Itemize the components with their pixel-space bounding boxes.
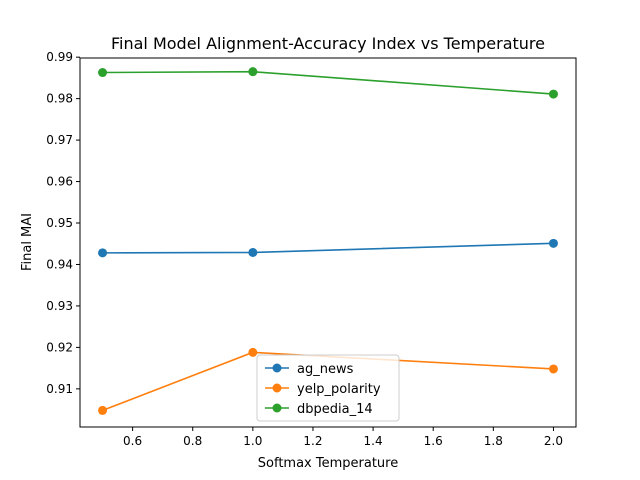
y-axis-label: Final MAI xyxy=(20,213,35,271)
y-tick-label: 0.97 xyxy=(46,133,73,147)
y-tick-label: 0.93 xyxy=(46,299,73,313)
x-tick-label: 1.2 xyxy=(303,434,322,448)
legend-box xyxy=(256,354,400,422)
chart-title: Final Model Alignment-Accuracy Index vs … xyxy=(111,34,545,53)
data-point-dbpedia_14 xyxy=(98,68,108,78)
legend-label-dbpedia_14: dbpedia_14 xyxy=(297,402,373,417)
data-point-ag_news xyxy=(98,248,108,258)
x-tick-label: 1.0 xyxy=(243,434,262,448)
y-tick-label: 0.92 xyxy=(46,340,73,354)
data-point-ag_news xyxy=(548,238,558,248)
y-tick-label: 0.94 xyxy=(46,257,73,271)
y-tick-label: 0.96 xyxy=(46,175,73,189)
legend-marker-ag_news xyxy=(272,363,282,373)
x-tick-label: 0.8 xyxy=(183,434,202,448)
y-tick-label: 0.95 xyxy=(46,216,73,230)
legend-marker-yelp_polarity xyxy=(272,383,282,393)
data-point-dbpedia_14 xyxy=(548,89,558,99)
legend-label-ag_news: ag_news xyxy=(297,362,354,377)
y-tick-label: 0.98 xyxy=(46,92,73,106)
x-axis: 0.6 0.8 1.0 1.2 1.4 1.6 1.8 2.0 xyxy=(123,427,563,448)
x-tick-label: 2.0 xyxy=(544,434,563,448)
x-axis-label: Softmax Temperature xyxy=(258,456,398,471)
plot-frame xyxy=(79,57,577,428)
y-tick-label: 0.91 xyxy=(46,382,73,396)
legend-marker-dbpedia_14 xyxy=(272,403,282,413)
y-axis: 0.91 0.92 0.93 0.94 0.95 0.96 0.97 0.98 0.99 xyxy=(46,50,80,396)
data-point-dbpedia_14 xyxy=(248,67,258,77)
y-tick-label: 0.99 xyxy=(46,50,73,64)
series-layer xyxy=(98,67,558,415)
legend-label-yelp_polarity: yelp_polarity xyxy=(297,382,381,397)
data-point-ag_news xyxy=(248,247,258,257)
x-tick-label: 1.8 xyxy=(484,434,503,448)
legend: ag_news yelp_polarity dbpedia_14 xyxy=(256,354,400,422)
data-point-yelp_polarity xyxy=(248,347,258,357)
data-point-yelp_polarity xyxy=(98,405,108,415)
x-tick-label: 1.4 xyxy=(364,434,383,448)
x-tick-label: 1.6 xyxy=(424,434,443,448)
data-point-yelp_polarity xyxy=(548,364,558,374)
x-tick-label: 0.6 xyxy=(123,434,142,448)
